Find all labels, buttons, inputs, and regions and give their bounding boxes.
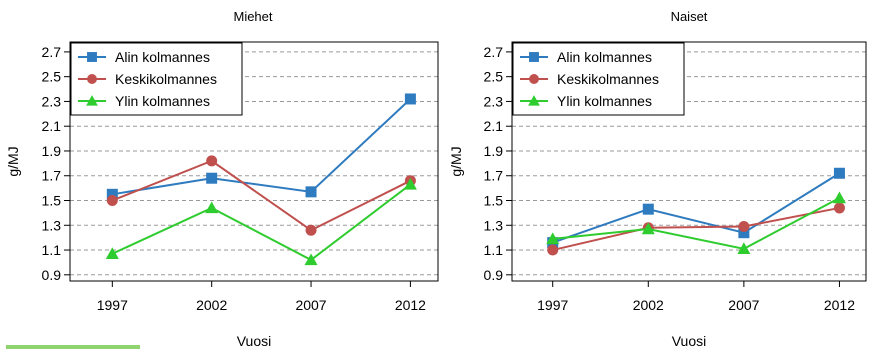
legend: Alin kolmannes Keskikolmannes Ylin kolmann… <box>70 42 243 116</box>
panel-miehet: Miehet 0.9 1.1 1.3 1.5 1.7 1.9 2.1 2.3 2.5 2.7 1997… <box>5 9 439 349</box>
y-tick-label: 1.1 <box>484 242 504 258</box>
legend-label: Keskikolmannes <box>115 71 217 87</box>
legend-label: Keskikolmannes <box>557 71 659 87</box>
data-point-circle <box>305 224 317 236</box>
data-point-triangle <box>304 253 318 266</box>
legend-label: Ylin kolmannes <box>115 93 210 109</box>
y-tick-label: 1.7 <box>42 168 62 184</box>
data-point-square <box>529 52 539 62</box>
x-axis-label: Vuosi <box>237 333 272 349</box>
data-point-triangle <box>86 95 98 106</box>
x-tick-label: 1997 <box>537 297 568 313</box>
y-tick-label: 2.1 <box>42 118 62 134</box>
panel-title: Miehet <box>233 9 272 24</box>
data-point-square <box>305 186 317 198</box>
series-line <box>552 172 840 244</box>
data-point-circle <box>106 195 118 207</box>
panel-title: Naiset <box>671 9 708 24</box>
series-alin-kolmannes <box>547 167 845 249</box>
y-tick-label: 2.5 <box>42 69 62 85</box>
data-point-square <box>833 167 845 179</box>
data-point-circle <box>738 221 750 233</box>
series-ylin-kolmannes <box>105 177 417 266</box>
series-ylin-kolmannes <box>546 191 846 255</box>
data-point-triangle <box>546 232 560 245</box>
y-tick-label: 2.7 <box>484 44 504 60</box>
data-point-triangle <box>737 242 751 255</box>
legend-item: Keskikolmannes <box>520 71 659 87</box>
y-axis-label: g/MJ <box>5 146 21 176</box>
y-tick-label: 1.3 <box>42 217 62 233</box>
data-point-square <box>87 52 97 62</box>
legend-item: Alin kolmannes <box>78 49 210 65</box>
y-tick-label: 2.5 <box>484 69 504 85</box>
y-tick-label: 0.9 <box>42 267 62 283</box>
x-tick-label: 2002 <box>196 297 227 313</box>
y-tick-label: 1.7 <box>484 168 504 184</box>
plot-frame <box>69 41 439 282</box>
data-point-triangle <box>528 95 540 106</box>
data-point-triangle <box>641 222 655 235</box>
legend-item: Keskikolmannes <box>78 71 217 87</box>
series-alin-kolmannes <box>106 93 416 200</box>
legend-label: Alin kolmannes <box>115 49 210 65</box>
y-tick-label: 1.9 <box>42 143 62 159</box>
y-tick-label: 2.3 <box>484 93 504 109</box>
data-point-triangle <box>832 191 846 204</box>
data-point-triangle <box>205 201 219 214</box>
x-tick-label: 2012 <box>824 297 855 313</box>
legend-item: Alin kolmannes <box>520 49 652 65</box>
y-tick-label: 0.9 <box>484 267 504 283</box>
data-point-square <box>404 93 416 105</box>
y-tick-label: 1.1 <box>42 242 62 258</box>
legend-item: Ylin kolmannes <box>520 93 652 109</box>
data-point-triangle <box>403 177 417 190</box>
x-tick-label: 2002 <box>633 297 664 313</box>
y-tick-label: 1.5 <box>484 193 504 209</box>
data-point-square <box>106 188 118 200</box>
legend-label: Ylin kolmannes <box>557 93 652 109</box>
data-point-circle <box>206 155 218 167</box>
series-keskikolmannes <box>106 155 416 236</box>
data-point-circle <box>87 74 97 84</box>
y-tick-label: 2.7 <box>42 44 62 60</box>
x-tick-label: 1997 <box>97 297 128 313</box>
data-point-square <box>642 203 654 215</box>
series-line <box>112 98 412 196</box>
data-point-circle <box>529 74 539 84</box>
x-tick-label: 2007 <box>295 297 326 313</box>
y-tick-label: 2.1 <box>484 118 504 134</box>
legend-item: Ylin kolmannes <box>78 93 210 109</box>
series-line <box>552 206 840 252</box>
y-axis-label: g/MJ <box>448 146 464 176</box>
series-line <box>552 197 840 250</box>
x-axis-label: Vuosi <box>672 333 707 349</box>
y-tick-label: 1.5 <box>42 193 62 209</box>
series-line <box>111 159 411 232</box>
y-tick-label: 1.3 <box>484 217 504 233</box>
panel-naiset: Naiset 0.9 1.1 1.3 1.5 1.7 1.9 2.1 2.3 2.5 2.7 1997… <box>448 9 867 349</box>
legend-label: Alin kolmannes <box>557 49 652 65</box>
series-line <box>111 183 412 262</box>
data-point-triangle <box>105 247 119 259</box>
y-tick-label: 1.9 <box>484 143 504 159</box>
x-tick-label: 2012 <box>395 297 426 313</box>
data-point-circle <box>833 202 845 214</box>
legend: Alin kolmannes Keskikolmannes Ylin kolmann… <box>512 42 685 116</box>
data-point-square <box>206 172 218 184</box>
data-point-square <box>738 227 750 239</box>
y-tick-label: 2.3 <box>42 93 62 109</box>
accent-bar <box>6 345 140 349</box>
x-tick-label: 2007 <box>728 297 759 313</box>
plot-frame <box>511 41 867 282</box>
data-point-circle <box>547 244 559 256</box>
